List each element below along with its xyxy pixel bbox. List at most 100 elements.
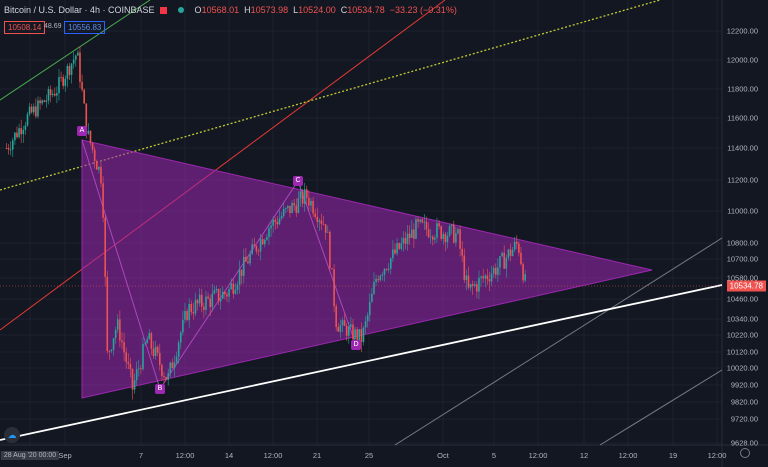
candle bbox=[503, 252, 505, 269]
buy-button[interactable]: 10556.83 bbox=[64, 21, 106, 34]
candle bbox=[429, 236, 432, 238]
candle bbox=[95, 161, 98, 170]
candle bbox=[226, 294, 228, 297]
time-tick: 5 bbox=[491, 451, 497, 460]
candle bbox=[215, 288, 218, 291]
candle bbox=[7, 148, 10, 150]
candle bbox=[337, 327, 340, 332]
candle bbox=[505, 257, 508, 269]
candle bbox=[366, 315, 369, 322]
candle bbox=[37, 100, 39, 117]
candle bbox=[329, 231, 331, 269]
candle bbox=[291, 203, 293, 214]
price-tick: 9720.00 bbox=[730, 414, 758, 424]
candle bbox=[104, 217, 106, 277]
candle bbox=[146, 339, 148, 344]
candle bbox=[66, 65, 69, 79]
candle bbox=[507, 249, 510, 258]
candle bbox=[152, 348, 155, 356]
candle bbox=[499, 256, 501, 268]
candle bbox=[465, 275, 468, 281]
candle bbox=[129, 363, 132, 369]
candle bbox=[371, 293, 373, 303]
time-tick: Oct bbox=[437, 451, 449, 460]
low-value: 10524.00 bbox=[298, 5, 336, 15]
candle bbox=[150, 333, 153, 349]
candle bbox=[473, 284, 476, 286]
candle bbox=[221, 291, 224, 299]
candle bbox=[127, 362, 130, 364]
candle bbox=[461, 248, 463, 256]
candle bbox=[356, 329, 358, 341]
candle bbox=[480, 276, 482, 278]
candle bbox=[335, 306, 337, 328]
candle bbox=[423, 221, 426, 223]
pattern-point-b[interactable]: B bbox=[155, 384, 165, 394]
pattern-point-a[interactable]: A bbox=[77, 126, 87, 136]
sell-button[interactable]: 10508.14 bbox=[4, 21, 46, 34]
candle bbox=[32, 106, 35, 113]
time-tick: 28 Aug '20 00:00 bbox=[0, 451, 60, 460]
close-value: 10534.78 bbox=[347, 5, 385, 15]
candle bbox=[163, 375, 165, 378]
candle bbox=[266, 237, 268, 240]
candle bbox=[20, 128, 22, 135]
candle bbox=[270, 225, 272, 229]
time-tick: 19 bbox=[668, 451, 678, 460]
triangle-pattern bbox=[81, 139, 653, 399]
trend-line-red bbox=[0, 0, 446, 331]
candle bbox=[501, 252, 503, 257]
change-value: −33.23 (−0.31%) bbox=[389, 5, 457, 15]
candle bbox=[513, 241, 516, 250]
candle bbox=[100, 166, 102, 184]
candle bbox=[207, 296, 209, 299]
spread: 48.69 bbox=[44, 23, 62, 30]
candle bbox=[171, 362, 174, 369]
price-tick: 11200.00 bbox=[727, 175, 758, 185]
candle bbox=[322, 223, 325, 225]
candle bbox=[326, 231, 329, 233]
price-tick: 10800.00 bbox=[726, 238, 758, 248]
candle bbox=[240, 269, 243, 276]
flag-icon[interactable] bbox=[159, 6, 167, 14]
candle bbox=[110, 349, 113, 352]
candle bbox=[442, 234, 445, 239]
candle bbox=[112, 338, 115, 350]
candle bbox=[72, 59, 75, 64]
candle bbox=[383, 268, 386, 275]
settings-gear-icon[interactable] bbox=[740, 448, 750, 458]
tradingview-logo-icon[interactable]: ☁ bbox=[4, 427, 20, 443]
pattern-point-d[interactable]: D bbox=[351, 340, 361, 350]
candle bbox=[417, 219, 419, 222]
candle bbox=[228, 289, 230, 297]
candle bbox=[205, 296, 207, 310]
candle bbox=[224, 291, 226, 295]
price-tick: 11400.00 bbox=[727, 143, 758, 153]
pattern-point-c[interactable]: C bbox=[293, 176, 303, 186]
candle bbox=[360, 329, 363, 342]
price-tick: 10020.00 bbox=[726, 363, 758, 373]
candle bbox=[116, 319, 119, 330]
candle bbox=[398, 243, 400, 249]
candle bbox=[434, 237, 436, 240]
candle bbox=[263, 239, 266, 245]
candle bbox=[404, 237, 407, 244]
last-price-label: 10534.78 bbox=[726, 280, 766, 292]
candle bbox=[43, 100, 46, 102]
candle bbox=[198, 294, 201, 304]
candle bbox=[242, 256, 245, 276]
candle bbox=[142, 343, 144, 370]
candle bbox=[482, 276, 484, 279]
time-tick: 12:00 bbox=[618, 451, 638, 460]
price-tick: 10120.00 bbox=[726, 347, 758, 357]
candle bbox=[161, 364, 163, 376]
candle bbox=[131, 368, 134, 390]
candle bbox=[24, 125, 27, 130]
price-tick: 9628.00 bbox=[730, 438, 758, 448]
candle bbox=[515, 241, 518, 244]
candle bbox=[175, 356, 178, 363]
candle bbox=[169, 362, 172, 374]
candle bbox=[148, 333, 151, 340]
